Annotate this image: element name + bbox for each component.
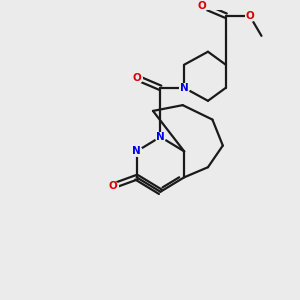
Text: O: O [245,11,254,21]
Text: N: N [156,132,165,142]
Text: N: N [180,83,189,93]
Text: N: N [132,146,141,156]
Text: O: O [132,73,141,83]
Text: O: O [109,181,117,191]
Text: O: O [198,1,206,10]
